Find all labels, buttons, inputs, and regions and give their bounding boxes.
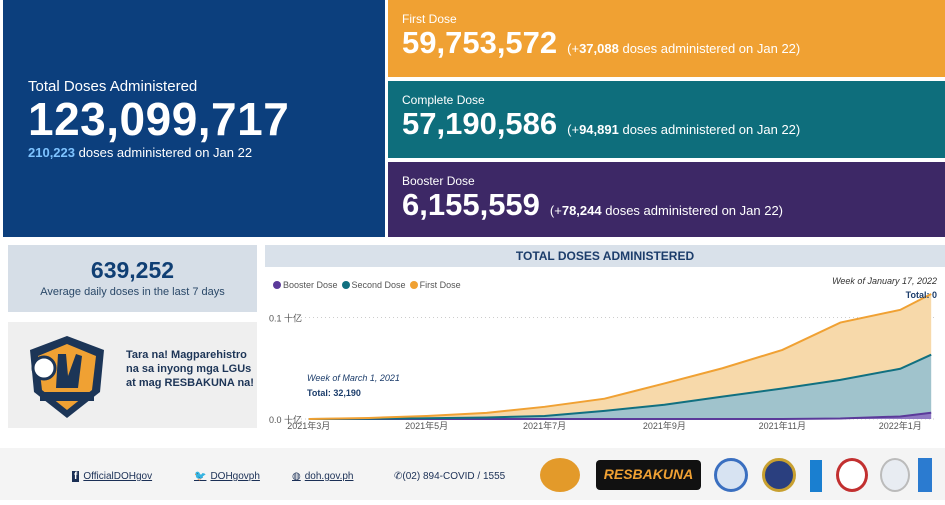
pia-logo [810,460,822,492]
x-tick-label: 2022年1月 [879,420,922,430]
booster-delta-prefix: (+ [549,203,562,218]
first-label: First Dose [402,12,457,26]
seal-logo [762,458,796,492]
legend-first[interactable]: First Dose [409,280,461,290]
bida-logo [540,458,580,492]
complete-label: Complete Dose [402,93,485,107]
area-second-dose [308,354,932,419]
total-doses-card: Total Doses Administered 123,099,717 210… [3,0,385,237]
footer: f OfficialDOHgov 🐦 DOHgovph ◍ doh.gov.ph ✆(… [0,448,945,500]
resbakuna-promo: Tara na! Magparehistro na sa inyong mga … [8,322,257,428]
undp-logo [918,458,932,492]
average-daily-card: 639,252 Average daily doses in the last … [8,245,257,312]
facebook-icon: f [72,471,80,482]
resbakuna-logo: RESBAKUNA [596,460,701,490]
average-label: Average daily doses in the last 7 days [40,286,225,298]
phone-number: ✆(02) 894-COVID / 1555 [394,471,506,482]
deped-logo [880,458,910,492]
average-value: 639,252 [90,257,175,283]
x-tick-label: 2021年5月 [405,420,448,430]
legend-second[interactable]: Second Dose [341,280,406,290]
globe-icon: ◍ [292,471,301,482]
annotation-start-total: Total: 32,190 [307,388,361,398]
annotation-end-title: Week of January 17, 2022 [832,276,937,286]
x-tick-label: 2021年3月 [287,420,330,430]
twitter-link[interactable]: 🐦 DOHgovph [194,471,260,482]
annotation-end-total: Total: 0 [906,290,937,300]
first-delta-text: doses administered on Jan 22) [622,41,801,56]
booster-delta-text: doses administered on Jan 22) [605,203,784,218]
complete-dose-card: Complete Dose 57,190,586 (+94,891 doses … [388,81,945,158]
x-tick-label: 2021年7月 [523,420,566,430]
twitter-icon: 🐦 [194,471,207,482]
first-value: 59,753,572 [402,25,558,60]
facebook-link[interactable]: f OfficialDOHgov [72,471,153,482]
complete-delta-prefix: (+ [567,122,580,137]
line-first-dose [308,293,932,420]
y-tick-label: 0.0 十亿 [269,414,302,425]
complete-delta-text: doses administered on Jan 22) [622,122,801,137]
first-delta-prefix: (+ [567,41,580,56]
total-value: 123,099,717 [28,93,290,145]
doh-logo [714,458,748,492]
dilg-logo [836,458,868,492]
booster-value: 6,155,559 [402,187,540,222]
x-tick-label: 2021年11月 [759,420,806,430]
complete-value: 57,190,586 [402,106,558,141]
booster-label: Booster Dose [402,174,475,188]
phone-icon: ✆ [394,471,403,482]
total-delta: 210,223 [28,145,75,160]
x-tick-label: 2021年9月 [643,420,686,430]
annotation-start-title: Week of March 1, 2021 [307,373,400,383]
total-delta-text: doses administered on Jan 22 [78,145,253,160]
first-dose-card: First Dose 59,753,572 (+37,088 doses adm… [388,0,945,77]
resbakuna-logo-icon [30,336,104,418]
booster-dose-card: Booster Dose 6,155,559 (+78,244 doses ad… [388,162,945,237]
chart-legend: Booster Dose Second Dose First Dose [273,280,461,290]
first-delta: 37,088 [579,41,619,56]
legend-booster[interactable]: Booster Dose [273,280,338,290]
chart-title: TOTAL DOSES ADMINISTERED [265,245,945,267]
line-second-dose [308,353,932,420]
complete-delta: 94,891 [579,122,619,137]
chart-plot[interactable]: 0.0 十亿 0.1 十亿 2021年3月 2021年5月 2021年7月 2021年9月… [265,267,945,430]
area-first-dose [308,294,932,419]
y-tick-label: 0.1 十亿 [269,312,302,323]
booster-delta: 78,244 [561,203,602,218]
total-label: Total Doses Administered [28,78,198,95]
doses-chart: TOTAL DOSES ADMINISTERED Booster Dose Se… [265,245,945,430]
promo-text: Tara na! Magparehistro na sa inyong mga … [126,349,254,389]
website-link[interactable]: ◍ doh.gov.ph [292,471,354,482]
